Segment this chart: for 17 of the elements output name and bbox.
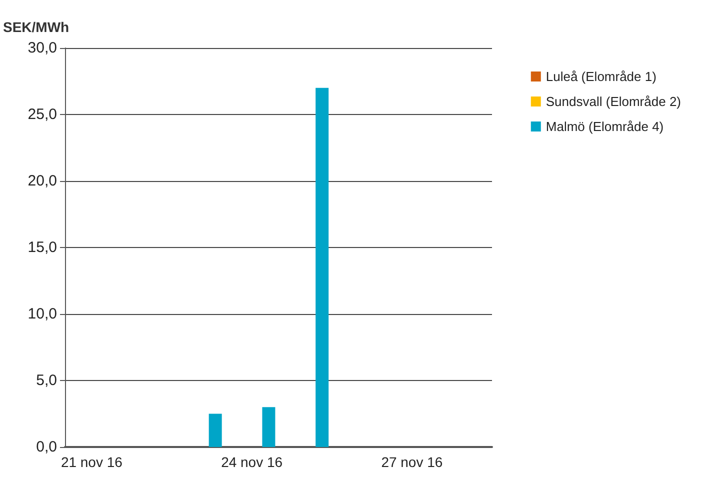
legend-label: Sundsvall (Elområde 2) (546, 94, 682, 109)
y-tick-label: 0,0 (36, 438, 57, 456)
y-tick-label: 15,0 (28, 239, 57, 256)
y-tick-label: 20,0 (28, 172, 57, 190)
y-tick-label: 5,0 (36, 372, 57, 389)
x-tick-label: 27 nov 16 (381, 454, 443, 470)
y-tick-label: 30,0 (28, 40, 57, 56)
x-tick-label: 21 nov 16 (60, 454, 123, 470)
y-axis-title: SEK/MWh (3, 19, 70, 35)
legend-label: Malmö (Elområde 4) (546, 119, 664, 134)
bar (208, 414, 222, 447)
bar (316, 88, 329, 447)
y-tick-label: 10,0 (28, 306, 57, 322)
x-tick-label: 24 nov 16 (221, 454, 283, 470)
bar (262, 407, 276, 447)
y-tick-label: 25,0 (28, 106, 57, 123)
legend-label: Luleå (Elområde 1) (546, 69, 656, 84)
